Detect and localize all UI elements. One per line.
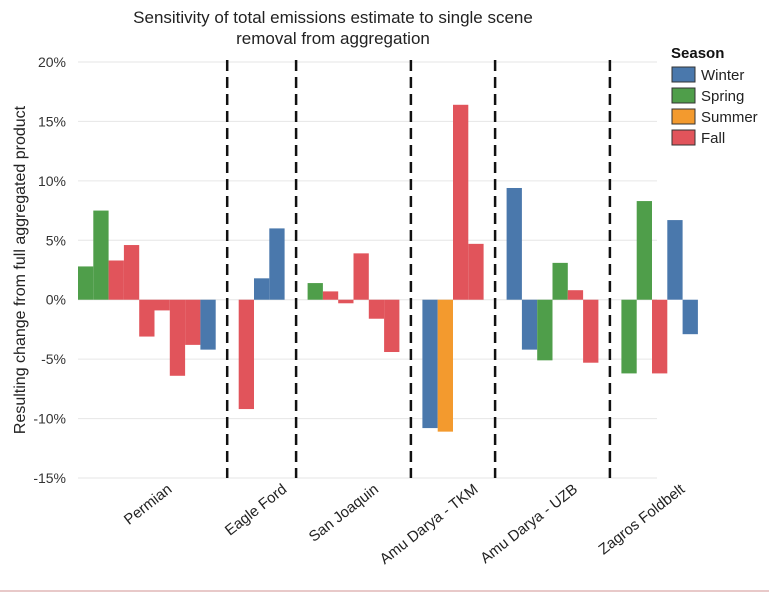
bar-fall (169, 299, 186, 376)
legend-title: Season (671, 45, 724, 62)
bar-fall (567, 290, 584, 300)
legend-swatch (671, 129, 696, 146)
bar-winter (682, 299, 698, 335)
x-tick-label: Eagle Ford (222, 481, 290, 540)
bar-fall (652, 299, 668, 374)
bar-winter (254, 278, 270, 300)
bar-spring (93, 210, 109, 300)
legend-label: Summer (701, 109, 758, 126)
bar-fall (583, 299, 599, 363)
bar-fall (468, 243, 484, 300)
bar-winter (269, 228, 285, 300)
y-tick-label: 15% (38, 113, 66, 129)
bottom-divider (0, 590, 769, 592)
bar-fall (368, 299, 385, 319)
bar-fall (238, 299, 254, 410)
bar-fall (384, 299, 400, 353)
bar-spring (78, 266, 94, 300)
bar-winter (200, 299, 216, 350)
bar-winter (506, 187, 522, 300)
bar-fall (185, 299, 201, 345)
bar-fall (453, 104, 469, 300)
bar-summer (437, 299, 453, 432)
bar-spring (636, 201, 652, 300)
y-axis-label: Resulting change from full aggregated pr… (12, 105, 29, 434)
chart-title-line: removal from aggregation (236, 29, 430, 48)
x-tick-label: Zagros Foldbelt (596, 480, 689, 558)
bar-fall (154, 299, 170, 311)
y-tick-label: -5% (41, 351, 66, 367)
chart-title-line: Sensitivity of total emissions estimate … (133, 8, 533, 27)
bar-spring (307, 283, 323, 300)
y-tick-label: -15% (33, 470, 66, 486)
x-tick-label: San Joaquin (306, 481, 382, 546)
bar-fall (353, 253, 369, 300)
legend-label: Winter (701, 67, 744, 84)
bar-fall (123, 245, 140, 300)
bar-spring (621, 299, 637, 374)
y-tick-label: 20% (38, 54, 66, 70)
x-tick-label: Permian (121, 481, 175, 529)
bar-fall (108, 260, 124, 300)
y-tick-label: 0% (46, 292, 66, 308)
bar-spring (552, 262, 568, 300)
y-tick-label: 5% (46, 232, 66, 248)
legend-swatch (671, 87, 696, 104)
y-tick-label: -10% (33, 411, 66, 427)
bar-fall (338, 299, 354, 304)
legend-swatch (671, 108, 696, 125)
x-tick-label: Amu Darya - UZB (477, 481, 581, 567)
bar-spring (537, 299, 553, 361)
y-tick-label: 10% (38, 173, 66, 189)
x-tick-label: Amu Darya - TKM (377, 481, 482, 568)
bar-fall (322, 291, 339, 300)
legend-swatch (671, 66, 696, 83)
bar-winter (521, 299, 538, 350)
bar-winter (667, 220, 683, 300)
bar-winter (422, 299, 438, 429)
legend-label: Fall (701, 130, 725, 147)
bar-fall (139, 299, 155, 337)
legend-label: Spring (701, 88, 744, 105)
